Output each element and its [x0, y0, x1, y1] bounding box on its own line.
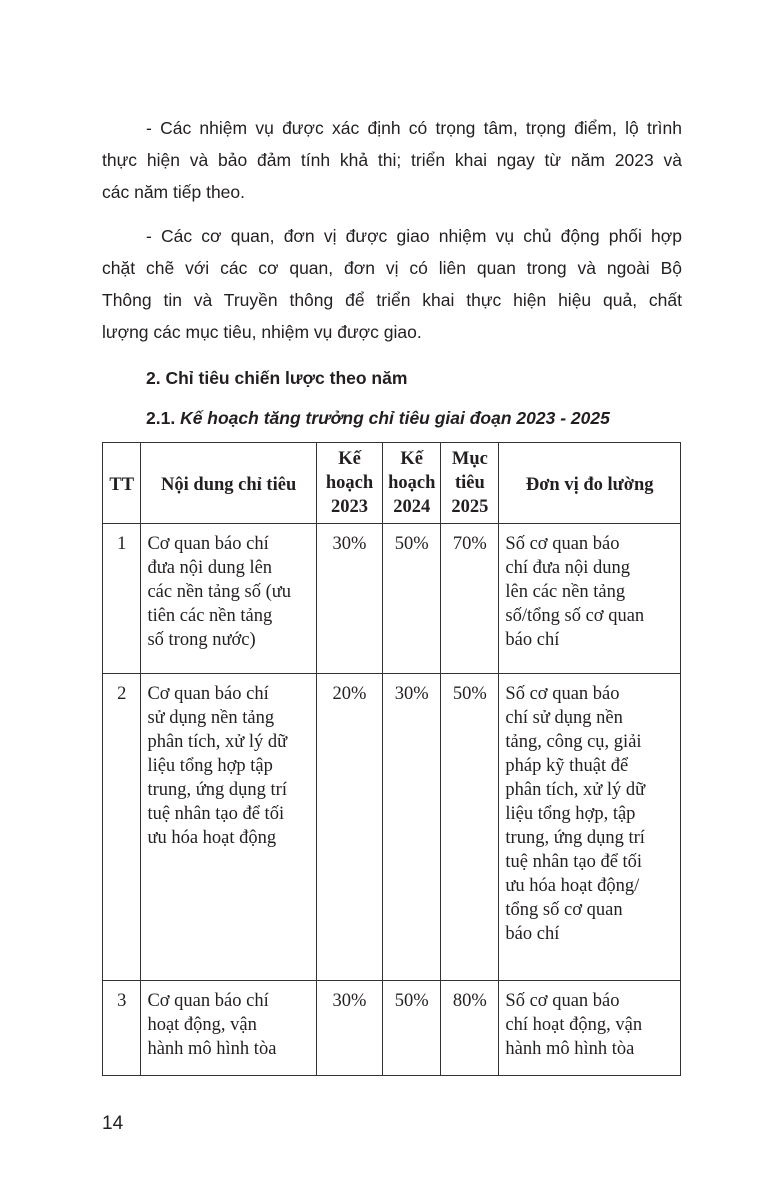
content-line: phân tích, xử lý dữ — [147, 732, 288, 752]
row-number: 1 — [101, 523, 142, 674]
measurement-unit: Số cơ quan báo chí đưa nội dung lên các nề… — [498, 523, 681, 674]
content-line: hoạt động, vận — [147, 1015, 257, 1035]
paragraph-line: thực hiện và bảo đảm tính khả thi; triển… — [102, 150, 682, 170]
content-line: Cơ quan báo chí — [147, 534, 269, 554]
column-header: Kế hoạch 2023 — [315, 442, 384, 524]
paragraph-line: Thông tin và Truyền thông để triển khai … — [102, 290, 682, 310]
indicator-content: Cơ quan báo chí sử dụng nền tảng phân tích… — [140, 673, 317, 981]
content-line: liệu tổng hợp tập — [147, 756, 273, 776]
value-y2023: 30% — [315, 980, 384, 1076]
column-header: Mục tiêu 2025 — [440, 442, 500, 524]
page-number: 14 — [102, 1113, 124, 1134]
content-line: Cơ quan báo chí — [147, 684, 269, 704]
table-row: 1 Cơ quan báo chí đưa nội dung lên các nền … — [101, 523, 681, 674]
measurement-unit: Số cơ quan báo chí sử dụng nền tảng, công … — [498, 673, 681, 981]
table-row: 3 Cơ quan báo chí hoạt động, vận hành mô hì… — [101, 980, 681, 1076]
unit-line: phân tích, xử lý dữ — [505, 780, 646, 800]
paragraph-1: - Các nhiệm vụ được xác định có trọng tâ… — [102, 112, 682, 208]
unit-line: liệu tổng hợp, tập — [505, 804, 636, 824]
row-number: 3 — [101, 980, 142, 1076]
value-y2025: 80% — [440, 980, 500, 1076]
value-y2023: 30% — [315, 523, 384, 674]
column-header: Kế hoạch 2024 — [382, 442, 442, 524]
unit-line: tảng, công cụ, giải — [505, 732, 642, 752]
content-line: đưa nội dung lên — [147, 558, 273, 578]
value-y2024: 50% — [382, 980, 442, 1076]
paragraph-line: chặt chẽ với các cơ quan, đơn vị có liên… — [102, 258, 682, 278]
unit-line: pháp kỹ thuật để — [505, 756, 629, 776]
unit-line: tuệ nhân tạo để tối — [505, 852, 643, 872]
content-line: ưu hóa hoạt động — [147, 828, 277, 848]
content-line: sử dụng nền tảng — [147, 708, 275, 728]
unit-line: báo chí — [505, 924, 560, 944]
unit-line: Số cơ quan báo — [505, 684, 620, 704]
indicator-content: Cơ quan báo chí hoạt động, vận hành mô hìn… — [140, 980, 317, 1076]
column-header: Đơn vị đo lường — [498, 442, 681, 524]
content-line: hành mô hình tòa — [147, 1039, 277, 1059]
value-y2024: 50% — [382, 523, 442, 674]
content-line: Cơ quan báo chí — [147, 991, 269, 1011]
measurement-unit: Số cơ quan báo chí hoạt động, vận hành mô … — [498, 980, 681, 1076]
content-line: tuệ nhân tạo để tối — [147, 804, 285, 824]
subsection-heading: 2.1. Kế hoạch tăng trưởng chỉ tiêu giai … — [146, 406, 783, 430]
subsection-title: Kế hoạch tăng trưởng chỉ tiêu giai đoạn … — [180, 408, 610, 428]
column-header: TT — [101, 442, 142, 524]
unit-line: hành mô hình tòa — [505, 1039, 635, 1059]
paragraph-line: lượng các mục tiêu, nhiệm vụ được giao. — [102, 322, 422, 342]
unit-line: Số cơ quan báo — [505, 991, 620, 1011]
paragraph-line: các năm tiếp theo. — [102, 182, 245, 202]
paragraph-line: - Các cơ quan, đơn vị được giao nhiệm vụ… — [146, 226, 682, 246]
value-y2025: 70% — [440, 523, 500, 674]
indicator-content: Cơ quan báo chí đưa nội dung lên các nền t… — [140, 523, 317, 674]
unit-line: báo chí — [505, 630, 560, 650]
unit-line: chí sử dụng nền — [505, 708, 623, 728]
unit-line: số/tổng số cơ quan — [505, 606, 645, 626]
unit-line: ưu hóa hoạt động/ — [505, 876, 640, 896]
unit-line: chí hoạt động, vận — [505, 1015, 643, 1035]
content-line: các nền tảng số (ưu — [147, 582, 292, 602]
row-number: 2 — [101, 673, 142, 981]
unit-line: tổng số cơ quan — [505, 900, 623, 920]
unit-line: lên các nền tảng — [505, 582, 626, 602]
content-line: tiên các nền tảng — [147, 606, 273, 626]
value-y2023: 20% — [315, 673, 384, 981]
unit-line: chí đưa nội dung — [505, 558, 631, 578]
paragraph-line: - Các nhiệm vụ được xác định có trọng tâ… — [146, 118, 682, 138]
content-line: trung, ứng dụng trí — [147, 780, 287, 800]
paragraph-2: - Các cơ quan, đơn vị được giao nhiệm vụ… — [102, 220, 682, 348]
column-header: Nội dung chỉ tiêu — [140, 442, 317, 524]
subsection-number: 2.1. — [146, 408, 181, 428]
section-heading: 2. Chỉ tiêu chiến lược theo năm — [146, 368, 408, 388]
value-y2024: 30% — [382, 673, 442, 981]
table-row: 2 Cơ quan báo chí sử dụng nền tảng phân tíc… — [101, 673, 681, 981]
indicator-table: TT Nội dung chỉ tiêu Kế hoạch 2023 Kế hoạch… — [101, 442, 681, 1076]
unit-line: Số cơ quan báo — [505, 534, 620, 554]
value-y2025: 50% — [440, 673, 500, 981]
unit-line: trung, ứng dụng trí — [505, 828, 645, 848]
content-line: số trong nước) — [147, 630, 256, 650]
